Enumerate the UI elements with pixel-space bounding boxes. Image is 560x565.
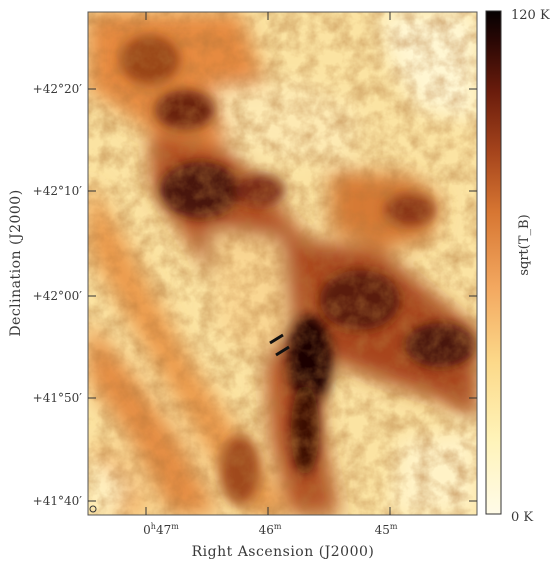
ra-tick-label: 45m [375, 522, 398, 537]
colorbar-label: sqrt(T_B) [517, 214, 532, 275]
colorbar-scale [485, 10, 502, 515]
ra-tick-label: 0h47m [143, 522, 179, 537]
colorbar-max-label: 120 K [511, 8, 550, 23]
colorbar-min-label: 0 K [511, 510, 533, 525]
dec-tick-label: +41°40′ [33, 494, 83, 508]
x-axis-label: Right Ascension (J2000) [192, 544, 375, 560]
image-frame [87, 11, 478, 516]
dec-tick-label: +42°10′ [33, 184, 83, 198]
dec-tick-marks [88, 88, 477, 502]
dec-tick-label: +42°00′ [33, 289, 83, 303]
beam-icon [89, 505, 97, 513]
colorbar: 120 K 0 K sqrt(T_B) [485, 8, 550, 525]
ra-tick-marks [145, 12, 391, 515]
dec-tick-label: +42°20′ [33, 82, 83, 96]
ra-tick-label: 46m [259, 522, 282, 537]
hi-emission-map [88, 12, 477, 515]
marker-lines [269, 333, 290, 357]
y-axis-label: Declination (J2000) [8, 189, 24, 336]
dec-tick-label: +41°50′ [33, 391, 83, 405]
